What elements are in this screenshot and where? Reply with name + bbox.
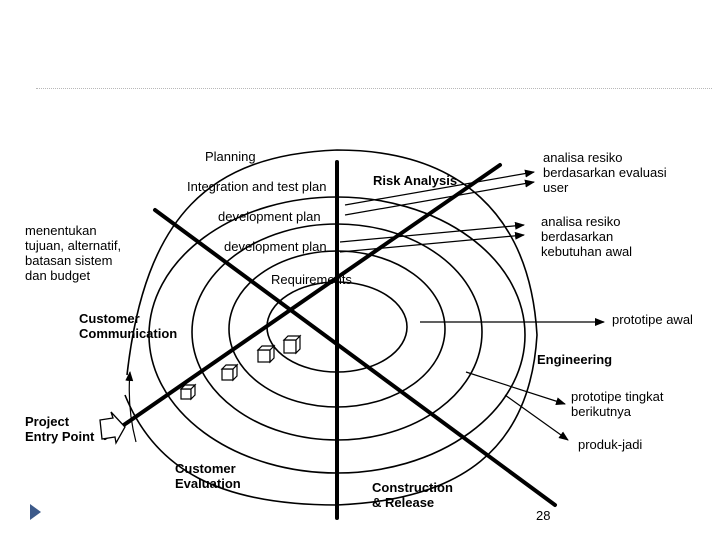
release-cube-3 [256, 344, 276, 364]
customer-communication-label: Customer Communication [79, 311, 178, 341]
axis-planning-engineering [153, 208, 557, 507]
page-number: 28 [536, 508, 551, 523]
planning-label: Planning [205, 149, 256, 164]
entry-point-arrow [99, 411, 126, 445]
requirements-label: Requirements [271, 272, 352, 287]
release-cube-1 [179, 383, 197, 401]
arrow-risk-needs-2 [339, 231, 525, 253]
slide-bullet-icon [30, 504, 41, 520]
risk-note-evaluation: analisa resiko berdasarkan evaluasi user [543, 150, 667, 195]
risk-note-needs: analisa resiko berdasarkan kebutuhan awa… [541, 214, 633, 259]
arrow-risk-eval-1 [344, 169, 535, 206]
customer-evaluation-label: Customer Evaluation [175, 461, 241, 491]
arrow-prototype-next [465, 371, 566, 406]
arrow-final-product [504, 394, 569, 441]
arrow-entry-up [125, 371, 137, 443]
axis-entry-risk [103, 163, 502, 440]
development-plan-label-1: development plan [218, 209, 321, 224]
construction-release-label: Construction & Release [372, 480, 453, 510]
planning-note: menentukan tujuan, alternatif, batasan s… [25, 223, 122, 283]
spiral-outer-arc [124, 149, 538, 506]
release-cube-4 [282, 334, 302, 355]
arrow-risk-eval-2 [344, 179, 535, 216]
final-product-note: produk-jadi [578, 437, 643, 452]
integration-test-plan-label: Integration and test plan [187, 179, 327, 194]
arrow-risk-needs-1 [339, 221, 525, 243]
release-cube-2 [220, 363, 239, 382]
header-divider [36, 88, 712, 89]
prototype-initial-note: prototipe awal [612, 312, 693, 327]
risk-analysis-label: Risk Analysis [373, 173, 458, 188]
development-plan-label-2: development plan [224, 239, 327, 254]
prototype-next-note: prototipe tingkat berikutnya [571, 389, 664, 419]
engineering-label: Engineering [537, 352, 613, 367]
project-entry-point-label: Project Entry Point [25, 414, 95, 444]
